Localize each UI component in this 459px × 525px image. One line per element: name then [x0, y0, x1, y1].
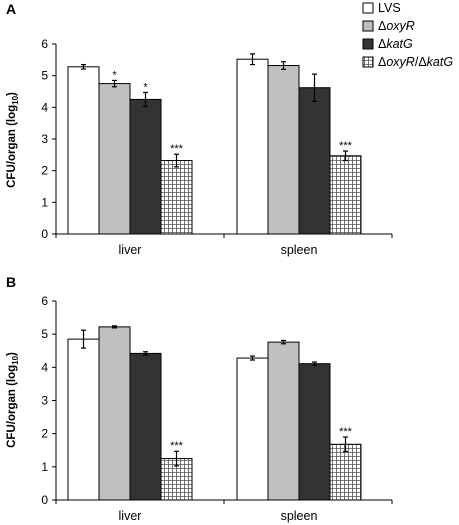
- legend-swatch: [362, 56, 374, 68]
- bar: [329, 155, 362, 235]
- panel-label-a: A: [6, 1, 16, 17]
- legend-swatch: [362, 38, 374, 50]
- legend-label: ΔoxyR/ΔkatG: [378, 55, 453, 69]
- x-tick-label: spleen: [281, 509, 318, 523]
- bar: [236, 58, 269, 235]
- bar: [236, 357, 269, 501]
- y-tick-label: 5: [41, 69, 48, 83]
- bar: [67, 66, 100, 235]
- y-tick-label: 3: [41, 132, 48, 146]
- significance-label: ***: [339, 140, 353, 152]
- bar: [129, 98, 162, 235]
- x-tick-label: spleen: [281, 243, 318, 257]
- legend-swatch: [362, 2, 374, 14]
- x-tick-label: liver: [119, 243, 142, 257]
- legend-label: ΔoxyR: [378, 19, 415, 33]
- significance-label: ***: [339, 426, 353, 438]
- y-tick-label: 4: [41, 360, 48, 374]
- bar: [129, 352, 162, 501]
- chart-panel-b: 0 1 2 3 4 5 6 *** liver *** spleen: [41, 294, 393, 523]
- significance-label: ***: [170, 440, 184, 452]
- bar: [298, 363, 331, 501]
- y-axis-title-b: CFU/organ (log10): [6, 352, 20, 448]
- legend: LVS ΔoxyR ΔkatG ΔoxyR/ΔkatG: [362, 1, 453, 69]
- legend-label: LVS: [378, 1, 401, 15]
- bar: [160, 160, 193, 235]
- y-tick-label: 4: [41, 100, 48, 114]
- significance-label: *: [112, 69, 117, 81]
- significance-label: ***: [170, 143, 184, 155]
- y-tick-label: 2: [41, 164, 48, 178]
- y-tick-label: 1: [41, 195, 48, 209]
- significance-label: *: [143, 81, 148, 93]
- legend-swatch: [362, 20, 374, 32]
- y-tick-label: 0: [41, 493, 48, 507]
- bar: [67, 338, 100, 501]
- bar: [267, 65, 300, 235]
- y-axis-title-a: CFU/organ (log10): [6, 92, 20, 188]
- y-tick-label: 0: [41, 227, 48, 241]
- panel-label-b: B: [6, 274, 16, 290]
- bar: [98, 83, 131, 235]
- bar: [267, 341, 300, 501]
- y-tick-label: 2: [41, 427, 48, 441]
- bar: [298, 87, 331, 235]
- bar: [98, 326, 131, 501]
- y-tick-label: 1: [41, 460, 48, 474]
- y-tick-label: 6: [41, 37, 48, 51]
- y-tick-label: 6: [41, 294, 48, 308]
- y-tick-label: 3: [41, 394, 48, 408]
- y-tick-label: 5: [41, 327, 48, 341]
- legend-label: ΔkatG: [378, 37, 413, 51]
- bar: [329, 443, 362, 501]
- x-tick-label: liver: [119, 509, 142, 523]
